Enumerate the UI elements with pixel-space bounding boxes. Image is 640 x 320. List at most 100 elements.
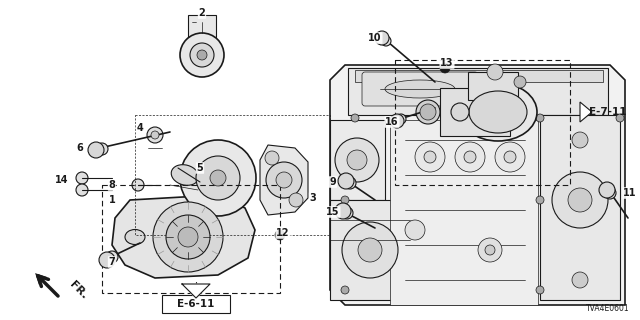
Circle shape — [455, 142, 485, 172]
Circle shape — [536, 196, 544, 204]
Polygon shape — [112, 195, 255, 278]
Bar — [162, 295, 230, 313]
Text: E-6-11: E-6-11 — [177, 299, 214, 309]
Circle shape — [99, 252, 115, 268]
Polygon shape — [348, 68, 608, 115]
Bar — [330, 200, 410, 300]
Circle shape — [178, 227, 198, 247]
Circle shape — [342, 222, 398, 278]
Circle shape — [338, 173, 354, 189]
Circle shape — [351, 114, 359, 122]
Circle shape — [166, 215, 210, 259]
Circle shape — [415, 142, 445, 172]
Circle shape — [335, 138, 379, 182]
Text: 14: 14 — [55, 175, 68, 185]
Text: 11: 11 — [623, 188, 637, 198]
Circle shape — [147, 127, 163, 143]
Bar — [102, 185, 280, 293]
Circle shape — [341, 196, 349, 204]
Text: 6: 6 — [77, 143, 83, 153]
Circle shape — [568, 188, 592, 212]
Circle shape — [106, 251, 118, 263]
Ellipse shape — [385, 80, 455, 98]
Circle shape — [276, 172, 292, 188]
Circle shape — [210, 170, 226, 186]
Text: E-7-11: E-7-11 — [589, 107, 627, 117]
Bar — [188, 15, 216, 37]
Circle shape — [536, 114, 544, 122]
Circle shape — [604, 187, 616, 199]
Text: 1: 1 — [109, 195, 115, 205]
Circle shape — [335, 203, 351, 219]
Circle shape — [536, 286, 544, 294]
Circle shape — [266, 162, 302, 198]
Text: FR.: FR. — [67, 279, 89, 301]
Circle shape — [358, 238, 382, 262]
Circle shape — [190, 43, 214, 67]
Bar — [468, 72, 518, 100]
Circle shape — [464, 151, 476, 163]
Ellipse shape — [416, 100, 440, 124]
Circle shape — [485, 245, 495, 255]
Circle shape — [153, 202, 223, 272]
Text: 4: 4 — [136, 123, 143, 133]
Text: 13: 13 — [440, 58, 454, 68]
Circle shape — [341, 207, 353, 219]
Bar — [440, 88, 510, 136]
Bar — [330, 120, 385, 200]
Circle shape — [88, 142, 104, 158]
Bar — [540, 115, 620, 300]
Text: 3: 3 — [310, 193, 316, 203]
Circle shape — [132, 179, 144, 191]
Polygon shape — [260, 145, 308, 215]
Text: 12: 12 — [276, 228, 290, 238]
Text: 15: 15 — [326, 207, 340, 217]
Circle shape — [440, 63, 450, 73]
Text: 7: 7 — [109, 257, 115, 267]
Circle shape — [390, 114, 404, 128]
Circle shape — [420, 104, 436, 120]
Circle shape — [424, 151, 436, 163]
Circle shape — [405, 220, 425, 240]
Circle shape — [552, 172, 608, 228]
Ellipse shape — [451, 103, 469, 121]
Circle shape — [197, 50, 207, 60]
Ellipse shape — [459, 83, 537, 141]
Text: TVA4E0601: TVA4E0601 — [586, 304, 630, 313]
Circle shape — [76, 184, 88, 196]
Circle shape — [196, 156, 240, 200]
Text: 16: 16 — [385, 117, 399, 127]
Circle shape — [347, 150, 367, 170]
Text: 10: 10 — [368, 33, 381, 43]
Circle shape — [180, 140, 256, 216]
Circle shape — [487, 64, 503, 80]
Bar — [355, 70, 603, 82]
Polygon shape — [580, 102, 592, 122]
Circle shape — [375, 31, 389, 45]
Ellipse shape — [125, 229, 145, 244]
Circle shape — [514, 76, 526, 88]
Text: 9: 9 — [330, 177, 337, 187]
Circle shape — [616, 114, 624, 122]
Circle shape — [504, 151, 516, 163]
Text: 8: 8 — [109, 180, 115, 190]
Circle shape — [478, 238, 502, 262]
Circle shape — [180, 33, 224, 77]
Circle shape — [381, 36, 391, 46]
Bar — [135, 115, 330, 235]
Text: 2: 2 — [198, 8, 205, 18]
Circle shape — [344, 177, 356, 189]
Ellipse shape — [469, 91, 527, 133]
Circle shape — [151, 131, 159, 139]
Polygon shape — [330, 65, 625, 305]
Polygon shape — [182, 284, 210, 298]
Circle shape — [275, 230, 285, 240]
FancyBboxPatch shape — [362, 72, 478, 106]
Circle shape — [265, 151, 279, 165]
Circle shape — [289, 193, 303, 207]
Text: 5: 5 — [196, 163, 204, 173]
Circle shape — [341, 286, 349, 294]
Circle shape — [96, 143, 108, 155]
Circle shape — [495, 142, 525, 172]
Ellipse shape — [172, 165, 199, 185]
